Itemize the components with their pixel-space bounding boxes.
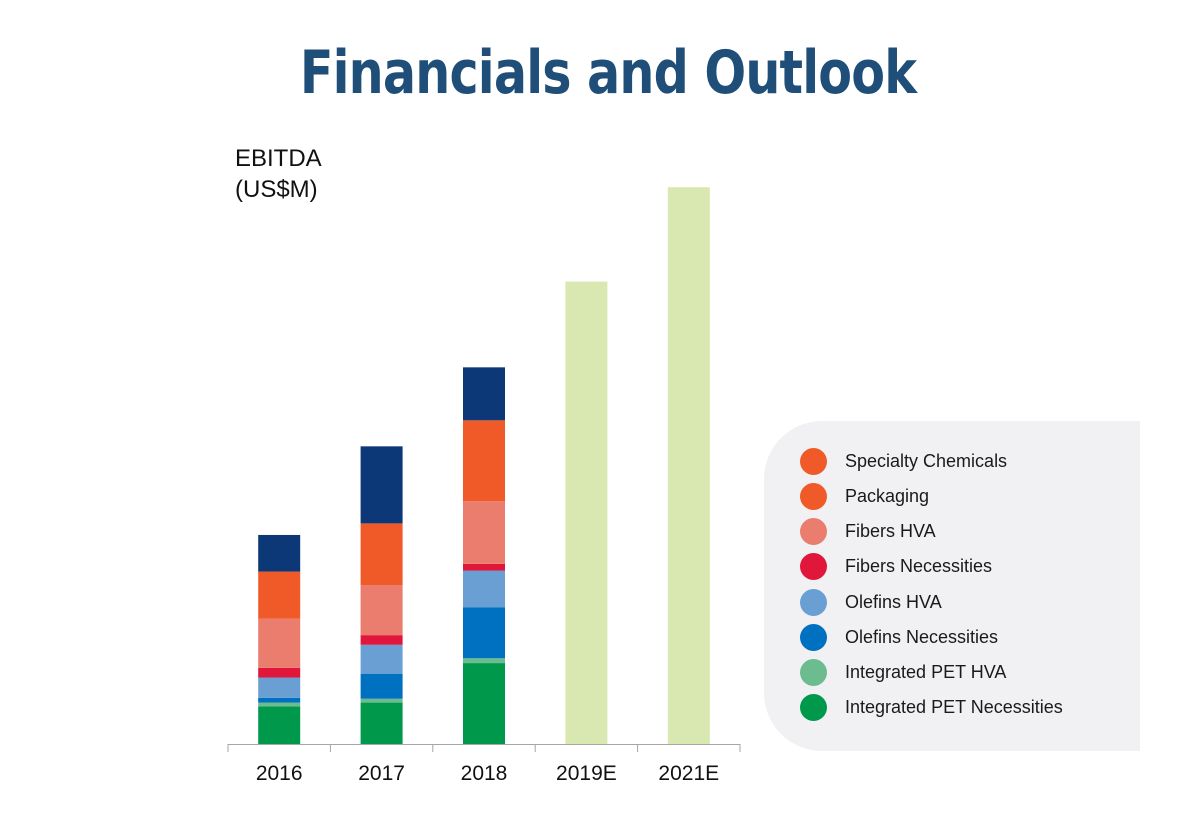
legend-item: Integrated PET HVA (800, 657, 1006, 687)
legend-label: Olefins HVA (845, 591, 942, 612)
bar-segment (463, 563, 505, 571)
legend-item: Olefins Necessities (800, 622, 998, 652)
ebitda-chart: 2016 2017 2018 2019E 2021E (227, 187, 741, 785)
legend-label: Specialty Chemicals (845, 450, 1008, 471)
legend-item: Olefins HVA (800, 587, 942, 617)
legend-item: Fibers HVA (800, 516, 936, 546)
bar-segment (360, 673, 403, 699)
y-axis-label-line: (US$M) (235, 176, 318, 203)
legend-item: Packaging (800, 481, 929, 511)
bar-segment (463, 420, 505, 502)
bar-segment (258, 697, 301, 703)
legend-label: Integrated PET Necessities (845, 696, 1063, 717)
bar-segment (360, 585, 403, 636)
bar-segment (258, 706, 301, 744)
y-axis-label-line: EBITDA (235, 145, 322, 172)
legend-label: Fibers Necessities (845, 555, 993, 576)
legend-swatch (800, 447, 827, 475)
chart-legend: Specialty Chemicals Packaging Fibers HVA… (764, 421, 1140, 751)
bar-segment (258, 702, 301, 707)
bar-segment (258, 571, 301, 619)
legend-swatch (800, 588, 827, 616)
bar-segment (360, 523, 403, 586)
legend-swatch (800, 482, 827, 510)
legend-item: Fibers Necessities (800, 551, 992, 581)
y-axis-label: EBITDA (US$M) (235, 143, 322, 205)
bar-outlook (565, 281, 608, 744)
legend-label: Packaging (845, 485, 930, 506)
bar-segment (258, 534, 301, 572)
bar-segment (463, 658, 505, 664)
x-tick-label: 2021E (658, 762, 719, 785)
x-tick-label: 2017 (358, 762, 405, 785)
legend-item: Integrated PET Necessities (800, 692, 1063, 722)
bar-segment (463, 607, 505, 659)
bar-segment (463, 663, 505, 744)
bar-segment (360, 698, 403, 703)
bar-segment (463, 367, 505, 421)
bar-segment (258, 677, 301, 698)
bar-segment (360, 635, 403, 645)
bar-segment (360, 702, 403, 744)
legend-swatch (800, 517, 827, 545)
bar-segment (360, 644, 403, 674)
x-tick-label: 2016 (256, 762, 303, 785)
bar-outlook (667, 187, 710, 744)
bar-segment (463, 570, 505, 608)
legend-label: Integrated PET HVA (845, 661, 1007, 682)
legend-label: Fibers HVA (845, 520, 936, 541)
legend-item: Specialty Chemicals (800, 446, 1007, 476)
legend-swatch (800, 623, 827, 651)
x-tick-label: 2019E (556, 762, 617, 785)
page-title: Financials and Outlook (299, 38, 917, 108)
legend-swatch (800, 658, 827, 686)
bar-segment (258, 618, 301, 668)
bar-segment (258, 667, 301, 678)
bar-segment (463, 501, 505, 564)
x-tick-label: 2018 (461, 762, 508, 785)
legend-label: Olefins Necessities (845, 626, 999, 647)
bar-segment (360, 446, 403, 524)
legend-swatch (800, 552, 827, 580)
legend-swatch (800, 693, 827, 721)
